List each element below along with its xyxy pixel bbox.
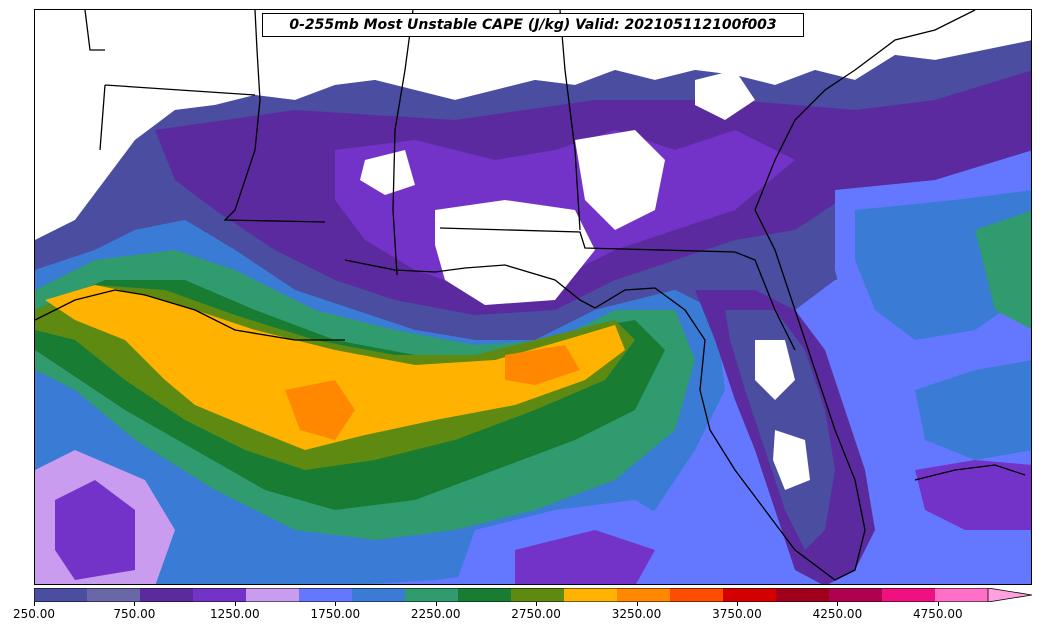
colorbar xyxy=(34,588,1032,602)
colorbar-tick-label: 4750.00 xyxy=(912,607,963,621)
colorbar-segment xyxy=(935,588,989,602)
colorbar-tick xyxy=(435,602,437,606)
colorbar-tick-label: 750.00 xyxy=(113,607,156,621)
colorbar-tick xyxy=(335,602,337,606)
colorbar-segment xyxy=(352,588,406,602)
colorbar-tick-label: 3250.00 xyxy=(611,607,662,621)
colorbar-extend-max xyxy=(987,588,1032,602)
colorbar-tick-label: 4250.00 xyxy=(812,607,863,621)
colorbar-tick xyxy=(736,602,738,606)
colorbar-segment xyxy=(829,588,883,602)
colorbar-segment xyxy=(670,588,724,602)
colorbar-segment xyxy=(405,588,459,602)
colorbar-segment xyxy=(564,588,618,602)
colorbar-tick-label: 3750.00 xyxy=(712,607,762,621)
colorbar-tick-label: 2250.00 xyxy=(410,607,461,621)
colorbar-tick xyxy=(536,602,538,606)
cape-map xyxy=(34,9,1032,585)
colorbar-segment xyxy=(193,588,247,602)
colorbar-segment xyxy=(87,588,141,602)
colorbar-tick-label: 1750.00 xyxy=(310,607,361,621)
colorbar-segment xyxy=(882,588,936,602)
colorbar-tick xyxy=(134,602,136,606)
colorbar-segment xyxy=(246,588,300,602)
colorbar-tick-label: 2750.00 xyxy=(511,607,561,621)
colorbar-segment xyxy=(511,588,565,602)
colorbar-tick-label: 1250.00 xyxy=(209,607,260,621)
cape-field xyxy=(35,10,1031,584)
colorbar-segment xyxy=(458,588,512,602)
map-title: 0-255mb Most Unstable CAPE (J/kg) Valid:… xyxy=(262,13,804,37)
colorbar-segment xyxy=(723,588,777,602)
colorbar-segment xyxy=(617,588,671,602)
colorbar-tick xyxy=(34,602,35,606)
colorbar-tick xyxy=(234,602,236,606)
colorbar-tick-label: 250.00 xyxy=(13,607,55,621)
colorbar-segment xyxy=(34,588,88,602)
colorbar-segment xyxy=(299,588,353,602)
colorbar-tick xyxy=(837,602,839,606)
colorbar-segment xyxy=(140,588,194,602)
colorbar-tick xyxy=(937,602,939,606)
colorbar-segment xyxy=(776,588,830,602)
colorbar-tick xyxy=(636,602,638,606)
